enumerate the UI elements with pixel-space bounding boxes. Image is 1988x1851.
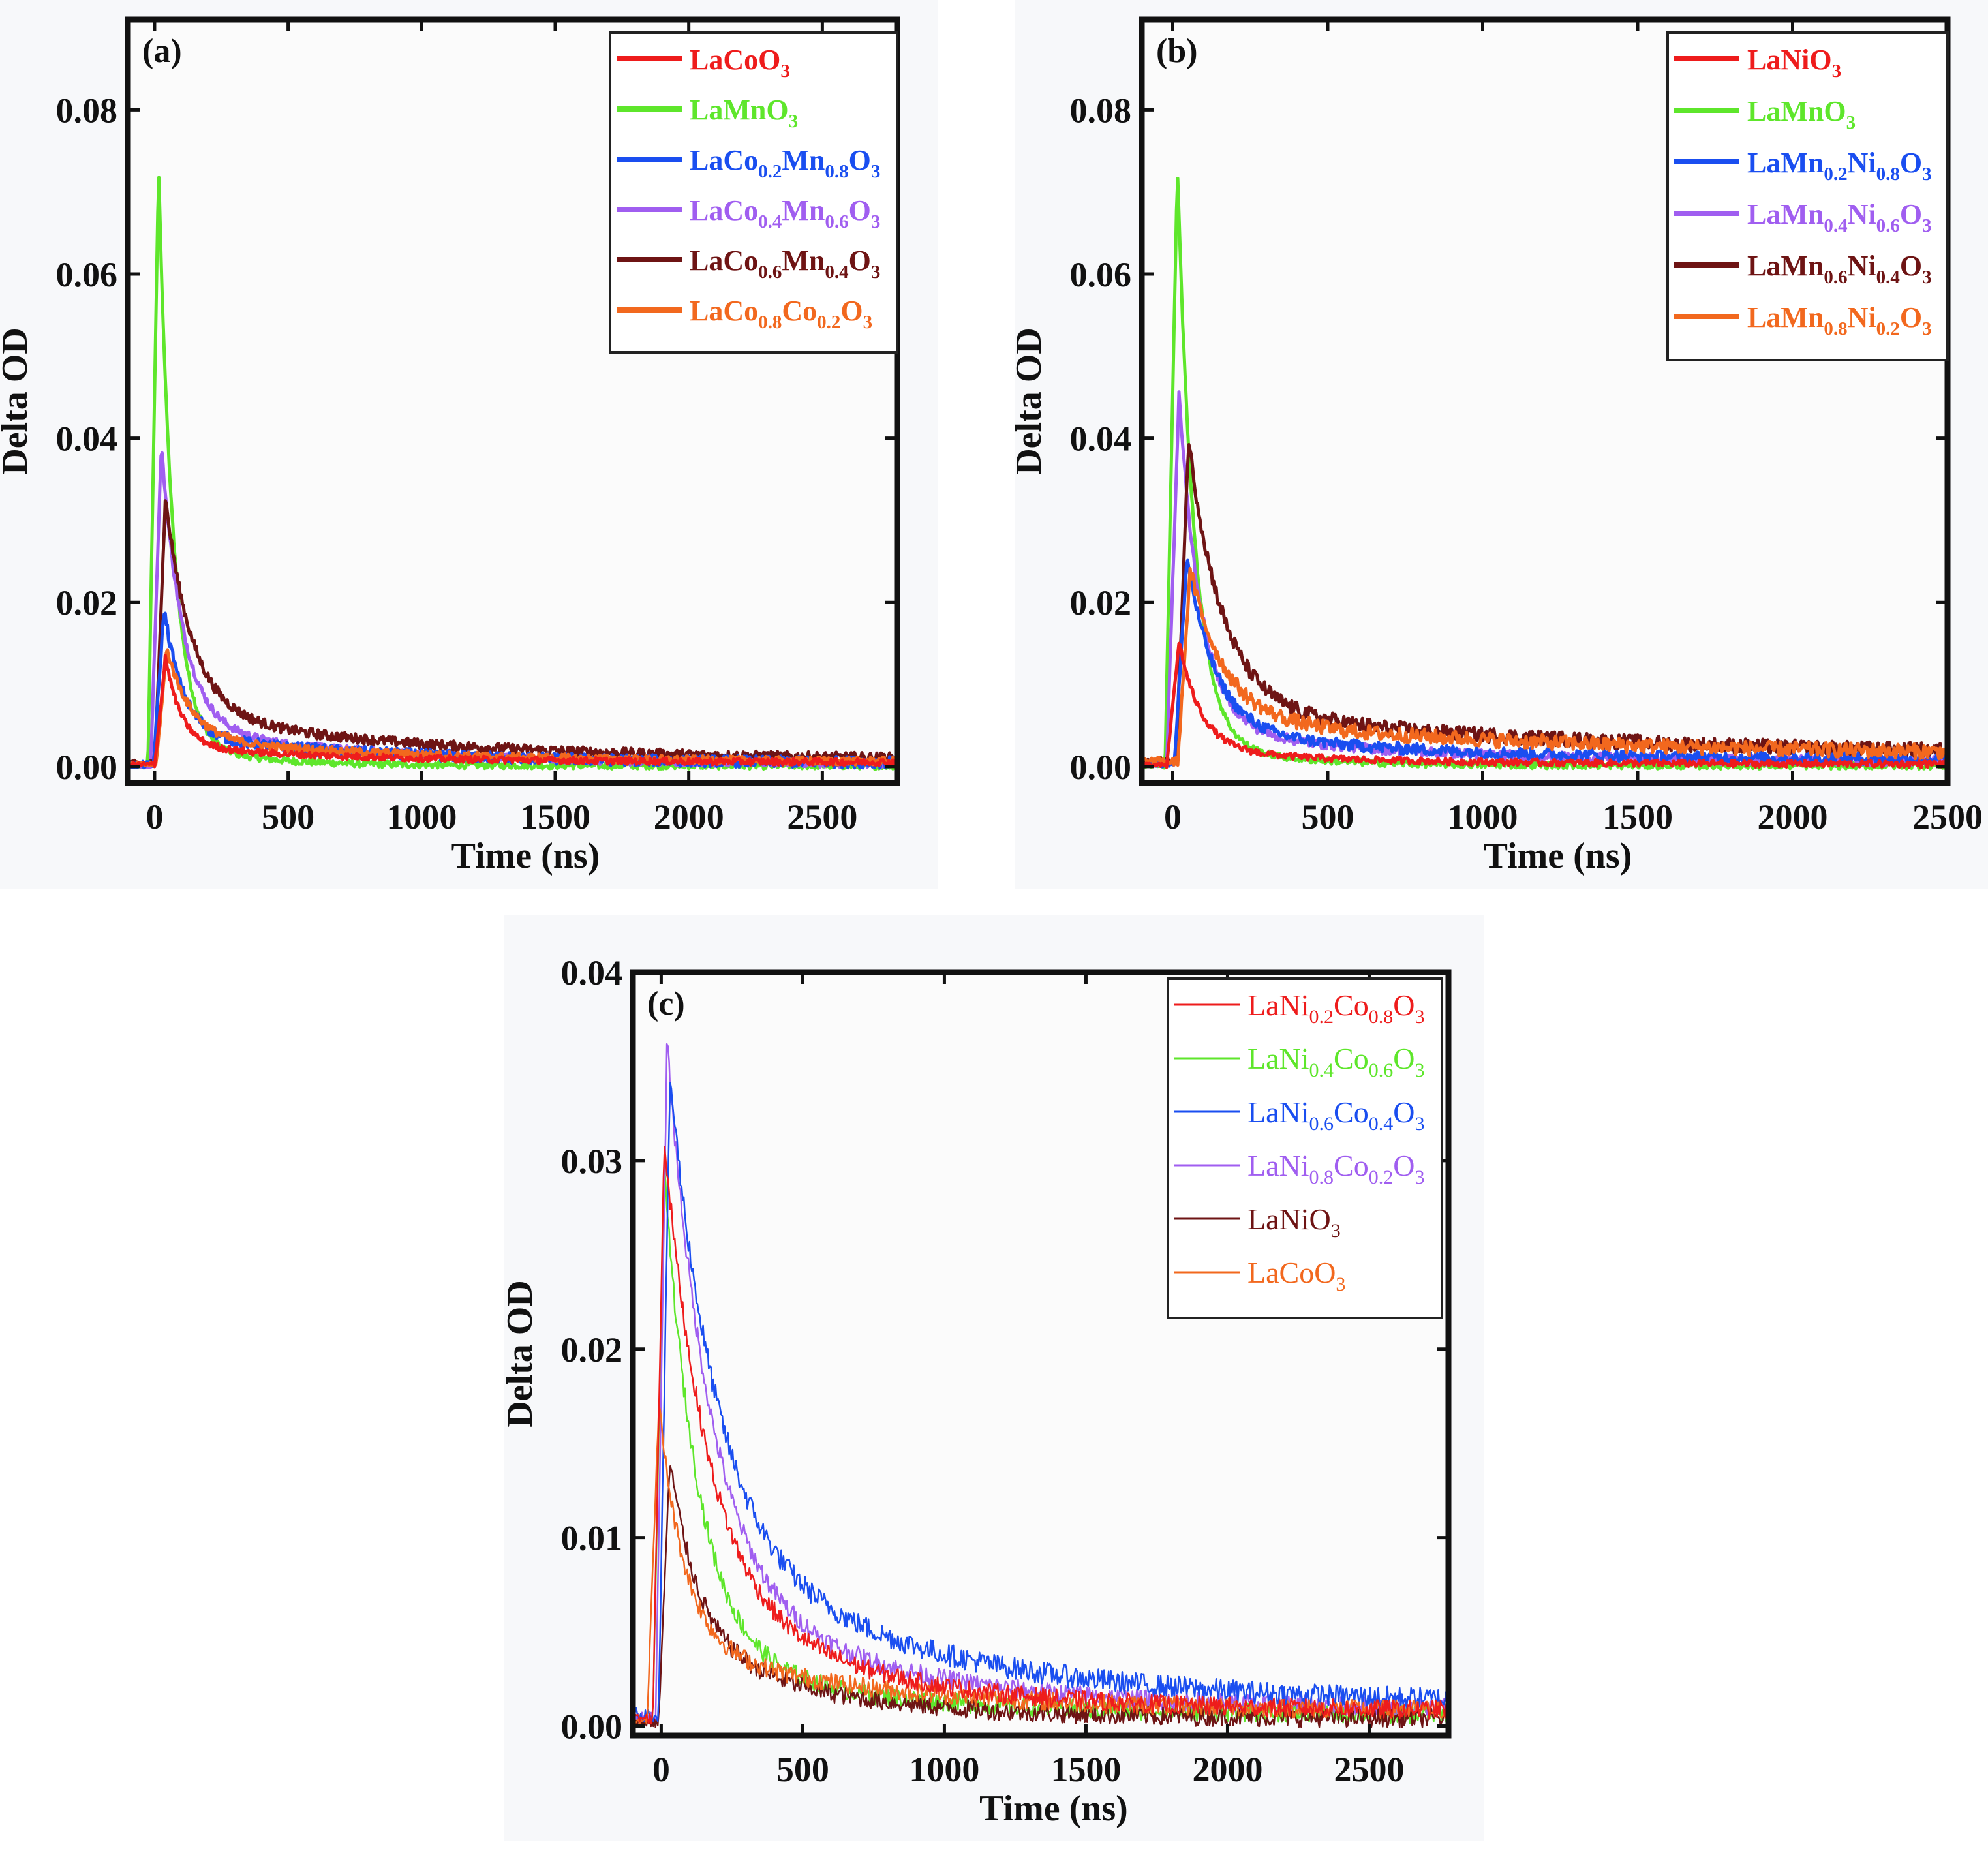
legend: LaCoO3 LaMnO3 LaCo0.2Mn0.8O3 LaCo0.4Mn0.6O3…	[609, 31, 898, 354]
series-line-LaNiO3	[1142, 641, 1948, 769]
legend-label: LaCoO3	[1247, 1256, 1345, 1295]
legend-label: LaNiO3	[1247, 1202, 1341, 1242]
x-tick-label: 1000	[1448, 797, 1518, 836]
y-axis-label: Delta OD	[1009, 328, 1049, 475]
legend-label: LaMnO3	[690, 94, 798, 132]
legend-label: LaNi0.2Co0.8O3	[1247, 988, 1424, 1028]
x-tick-label: 2500	[1912, 797, 1983, 836]
legend-box	[1167, 977, 1443, 1319]
legend-box	[1666, 31, 1949, 361]
y-axis-label: Delta OD	[500, 1280, 540, 1428]
legend-label: LaNi0.4Co0.6O3	[1247, 1042, 1424, 1081]
x-tick-label: 500	[262, 797, 314, 836]
y-tick-label: 0.04	[1070, 420, 1132, 459]
x-tick-label: 1000	[909, 1750, 979, 1789]
y-tick-label: 0.02	[56, 583, 118, 622]
y-tick-label: 0.02	[1070, 583, 1132, 622]
legend-label: LaCoO3	[690, 44, 790, 82]
y-tick-label: 0.00	[56, 748, 118, 787]
series-line-LaNi0.2Co0.8O3	[633, 1146, 1448, 1725]
panel-label: (a)	[142, 33, 182, 70]
legend: LaNiO3 LaMnO3 LaMn0.2Ni0.8O3 LaMn0.4Ni0.6O3…	[1666, 31, 1949, 361]
legend-label: LaNi0.8Co0.2O3	[1247, 1149, 1424, 1188]
x-tick-label: 0	[652, 1750, 670, 1789]
legend-label: LaCo0.4Mn0.6O3	[690, 194, 880, 232]
series-group	[128, 176, 897, 771]
y-tick-label: 0.00	[1070, 748, 1132, 787]
x-tick-label: 1500	[520, 797, 590, 836]
y-tick-label: 0.08	[56, 91, 118, 130]
x-tick-label: 0	[145, 797, 163, 836]
series-line-LaCoO3	[128, 654, 897, 769]
x-tick-label: 2500	[787, 797, 857, 836]
panel-label: (c)	[647, 985, 685, 1022]
axes-frame	[1139, 16, 1951, 786]
series-line-LaMn0.4Ni0.6O3	[1142, 390, 1948, 768]
x-tick-label: 2000	[1192, 1750, 1262, 1789]
chart-panel-c: 0 500 1000 1500 2000 2500 0.00 0.01 0.02 0.03 0.04…	[500, 953, 1452, 1829]
y-tick-label: 0.04	[56, 420, 118, 459]
x-tick-label: 2000	[654, 797, 724, 836]
y-tick-label: 0.08	[1070, 91, 1132, 130]
series-line-LaMn0.8Ni0.2O3	[1142, 567, 1948, 767]
series-line-LaNiO3	[633, 1465, 1448, 1729]
legend-label: LaMn0.6Ni0.4O3	[1747, 250, 1932, 288]
y-tick-label: 0.03	[561, 1142, 623, 1181]
legend-box	[609, 31, 898, 354]
legend-label: LaNiO3	[1747, 44, 1841, 82]
x-tick-label: 1500	[1050, 1750, 1121, 1789]
legend-label: LaMn0.8Ni0.2O3	[1747, 301, 1932, 339]
legend-label: LaNi0.6Co0.4O3	[1247, 1095, 1424, 1135]
chart-panel-b: 0 500 1000 1500 2000 2500 0.00 0.02 0.04 0.06 0.08…	[1009, 16, 1983, 876]
axes-frame	[125, 16, 900, 786]
legend-label: LaMn0.4Ni0.6O3	[1747, 198, 1932, 236]
x-tick-label: 0	[1164, 797, 1182, 836]
axes-frame	[630, 969, 1452, 1739]
legend-label: LaCo0.8Co0.2O3	[690, 295, 872, 333]
legend-label: LaMnO3	[1747, 95, 1856, 133]
x-tick-label: 1500	[1602, 797, 1673, 836]
y-tick-label: 0.01	[561, 1519, 623, 1558]
series-line-LaNi0.6Co0.4O3	[633, 1082, 1448, 1722]
legend-label: LaMn0.2Ni0.8O3	[1747, 147, 1932, 185]
legend: LaNi0.2Co0.8O3 LaNi0.4Co0.6O3 LaNi0.6Co0.4…	[1167, 977, 1443, 1319]
y-tick-label: 0.06	[56, 255, 118, 294]
x-tick-label: 2500	[1334, 1750, 1404, 1789]
x-axis-label: Time (ns)	[1484, 836, 1632, 876]
chart-panel-a: 0 500 1000 1500 2000 2500 0.00 0.02 0.04 0.06 0.08…	[0, 16, 900, 876]
y-tick-label: 0.04	[561, 953, 623, 992]
series-group	[1142, 177, 1948, 771]
x-tick-label: 500	[1302, 797, 1354, 836]
legend-label: LaCo0.6Mn0.4O3	[690, 245, 880, 283]
x-tick-label: 2000	[1758, 797, 1828, 836]
x-axis-label: Time (ns)	[451, 836, 600, 876]
y-tick-label: 0.06	[1070, 255, 1132, 294]
x-tick-label: 1000	[386, 797, 457, 836]
series-group	[633, 1043, 1448, 1729]
x-tick-label: 500	[776, 1750, 829, 1789]
legend-label: LaCo0.2Mn0.8O3	[690, 144, 880, 182]
panel-label: (b)	[1156, 33, 1198, 70]
y-tick-label: 0.02	[561, 1330, 623, 1369]
x-axis-label: Time (ns)	[979, 1788, 1128, 1829]
y-axis-label: Delta OD	[0, 328, 35, 475]
y-tick-label: 0.00	[561, 1707, 623, 1747]
